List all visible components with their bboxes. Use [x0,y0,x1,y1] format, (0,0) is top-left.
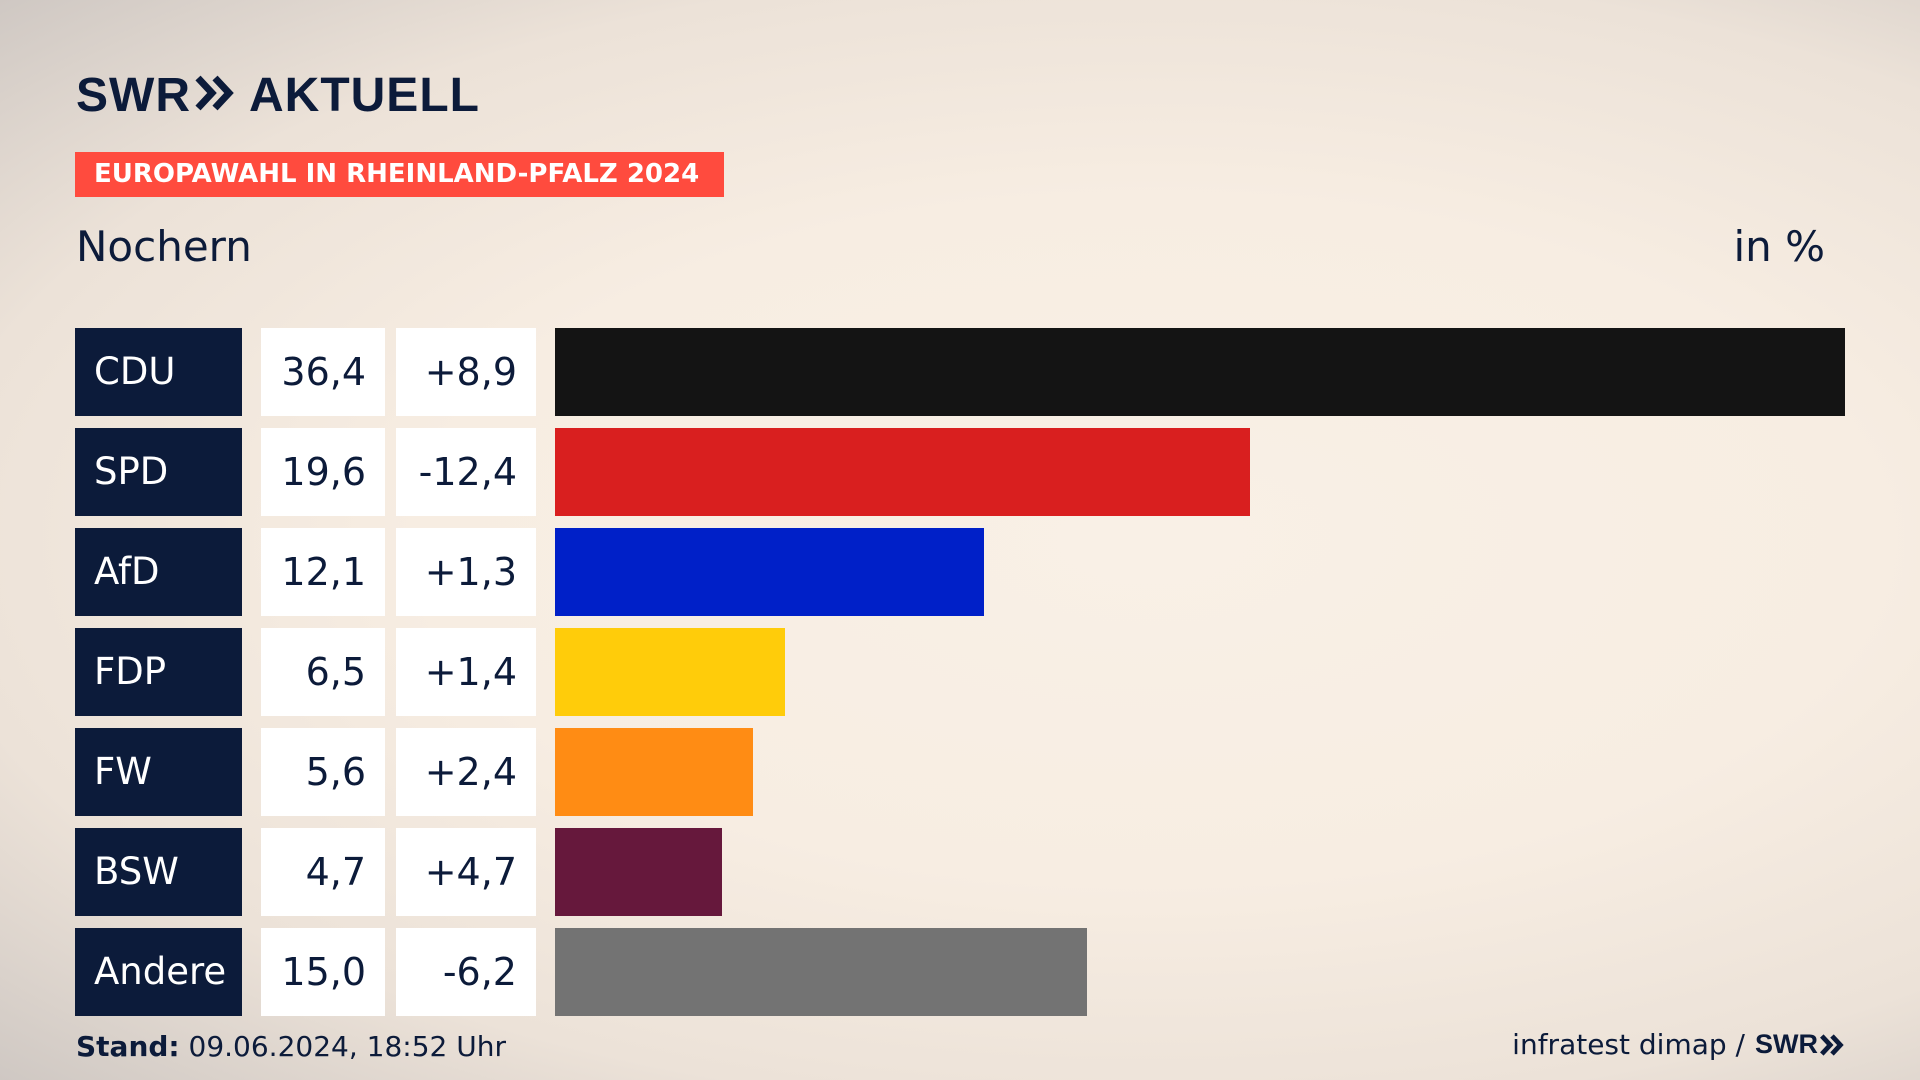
unit-label: in % [1733,222,1825,271]
vote-change-value: -12,4 [396,428,536,516]
party-label: BSW [75,828,242,916]
result-row: FW 5,6 +2,4 [75,728,1845,816]
timestamp: Stand: 09.06.2024, 18:52 Uhr [76,1030,506,1063]
party-label: FW [75,728,242,816]
result-bar [555,428,1250,516]
result-bar [555,628,785,716]
vote-change-value: +4,7 [396,828,536,916]
party-label: CDU [75,328,242,416]
vote-share-value: 5,6 [261,728,385,816]
swr-aktuell-logo: SWR AKTUELL [76,68,480,123]
double-chevron-icon [195,68,235,123]
party-label: FDP [75,628,242,716]
vote-share-value: 6,5 [261,628,385,716]
vote-share-value: 12,1 [261,528,385,616]
swr-small-logo: SWR [1755,1029,1844,1060]
result-bar [555,328,1845,416]
stand-label: Stand: [76,1030,180,1063]
region-title: Nochern [76,222,252,271]
result-bar [555,728,753,816]
vote-share-value: 4,7 [261,828,385,916]
vote-change-value: -6,2 [396,928,536,1016]
result-bar [555,528,984,616]
result-row: AfD 12,1 +1,3 [75,528,1845,616]
party-label: Andere [75,928,242,1016]
logo-swr-text: SWR [76,69,191,122]
source-text: infratest dimap / [1512,1028,1745,1061]
result-row: Andere 15,0 -6,2 [75,928,1845,1016]
vote-change-value: +8,9 [396,328,536,416]
vote-change-value: +1,4 [396,628,536,716]
vote-change-value: +1,3 [396,528,536,616]
vote-share-value: 19,6 [261,428,385,516]
logo-aktuell-text: AKTUELL [248,69,480,122]
vote-change-value: +2,4 [396,728,536,816]
result-row: CDU 36,4 +8,9 [75,328,1845,416]
source-credit: infratest dimap / SWR [1512,1028,1844,1061]
election-banner: EUROPAWAHL IN RHEINLAND-PFALZ 2024 [75,152,724,197]
result-row: FDP 6,5 +1,4 [75,628,1845,716]
stand-value: 09.06.2024, 18:52 Uhr [179,1030,506,1063]
vote-share-value: 36,4 [261,328,385,416]
vote-share-value: 15,0 [261,928,385,1016]
result-bar [555,828,722,916]
result-bar [555,928,1087,1016]
party-label: AfD [75,528,242,616]
swr-small-text: SWR [1755,1029,1818,1059]
party-label: SPD [75,428,242,516]
result-row: BSW 4,7 +4,7 [75,828,1845,916]
result-row: SPD 19,6 -12,4 [75,428,1845,516]
